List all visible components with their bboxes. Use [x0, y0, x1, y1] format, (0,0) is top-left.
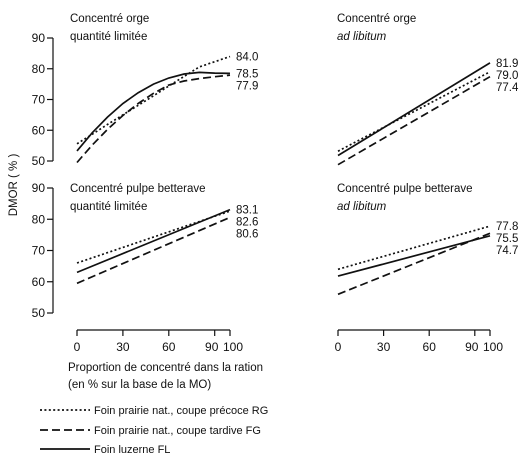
x-axis-1: 0 30 60 90 100	[74, 329, 243, 354]
end-value-label: 77.4	[496, 82, 519, 94]
legend-item-RG: Foin prairie nat., coupe précoce RG	[40, 405, 268, 417]
y-axis-label: DMOR ( % )	[8, 154, 20, 217]
y-tick-label: 90	[32, 181, 46, 195]
x-axis-2: 0 30 60 90 100	[335, 329, 503, 354]
end-value-label: 81.9	[496, 58, 518, 70]
y-tick-label: 90	[32, 31, 46, 45]
series-line-FL	[337, 62, 491, 157]
end-value-label: 82.6	[236, 217, 258, 229]
x-tick-label: 90	[205, 340, 219, 354]
y-tick-label: 60	[32, 123, 46, 137]
panel-subtitle: ad libitum	[337, 201, 387, 213]
panel-2: Concentré orge ad libitum 81.979.077.4	[337, 13, 519, 166]
series-line-RG	[76, 55, 231, 145]
panel-title: Concentré orge	[70, 13, 149, 25]
x-axis-label-secondary: (en % sur la base de la MO)	[68, 379, 211, 391]
end-value-label: 74.7	[496, 245, 518, 257]
end-value-label: 80.6	[236, 229, 258, 241]
panel-title: Concentré pulpe betterave	[70, 183, 206, 195]
figure-frame: DMOR ( % ) 0 30 60 90 100 0 30 60 90 100 Proportion…	[8, 154, 503, 391]
end-value-label: 78.5	[236, 68, 258, 80]
series-line-FG	[76, 74, 231, 164]
legend-item-FG: Foin prairie nat., coupe tardive FG	[40, 425, 261, 437]
x-tick-label: 30	[377, 340, 391, 354]
panel-3: Concentré pulpe betterave quantité limité…	[32, 181, 259, 320]
x-tick-label: 60	[162, 340, 176, 354]
panel-subtitle: ad libitum	[337, 31, 387, 43]
y-tick-label: 50	[32, 154, 46, 168]
x-tick-label: 90	[465, 340, 479, 354]
series-line-FG	[76, 216, 231, 285]
series-line-FL	[76, 71, 231, 152]
y-tick-label: 50	[32, 306, 46, 320]
series-line-FL	[76, 208, 231, 274]
end-value-label: 75.5	[496, 233, 518, 245]
panel-subtitle: quantité limitée	[70, 201, 147, 213]
legend-label: Foin luzerne FL	[94, 444, 170, 456]
end-value-label: 77.8	[496, 221, 518, 233]
y-tick-label: 80	[32, 62, 46, 76]
series-line-RG	[337, 225, 491, 271]
x-tick-label: 0	[335, 340, 342, 354]
series-line-RG	[337, 71, 491, 152]
end-value-label: 84.0	[236, 51, 258, 63]
panel-title: Concentré pulpe betterave	[337, 183, 473, 195]
end-value-label: 83.1	[236, 205, 258, 217]
series-line-FL	[337, 234, 491, 277]
legend-item-FL: Foin luzerne FL	[40, 444, 170, 456]
y-tick-label: 60	[32, 275, 46, 289]
end-value-label: 77.9	[236, 80, 258, 92]
end-value-label: 79.0	[496, 70, 518, 82]
panel-1: Concentré orge quantité limitée 90 80 70 60 50…	[32, 13, 259, 168]
legend: Foin prairie nat., coupe précoce RG Foin …	[40, 405, 268, 456]
panel-subtitle: quantité limitée	[70, 31, 147, 43]
y-tick-label: 70	[32, 93, 46, 107]
x-tick-label: 30	[116, 340, 130, 354]
y-tick-label: 70	[32, 244, 46, 258]
series-line-FG	[337, 75, 491, 166]
panels-group: Concentré orge quantité limitée 90 80 70 60 50…	[32, 13, 519, 320]
x-tick-label: 60	[423, 340, 437, 354]
series-line-RG	[76, 210, 231, 264]
legend-label: Foin prairie nat., coupe précoce RG	[94, 405, 268, 417]
legend-label: Foin prairie nat., coupe tardive FG	[94, 425, 261, 437]
x-tick-label: 0	[74, 340, 81, 354]
y-tick-label: 80	[32, 212, 46, 226]
x-tick-label: 100	[223, 340, 243, 354]
x-tick-label: 100	[483, 340, 503, 354]
x-axis-label: Proportion de concentré dans la ration	[68, 362, 263, 374]
panel-title: Concentré orge	[337, 13, 416, 25]
series-line-FG	[337, 232, 491, 296]
